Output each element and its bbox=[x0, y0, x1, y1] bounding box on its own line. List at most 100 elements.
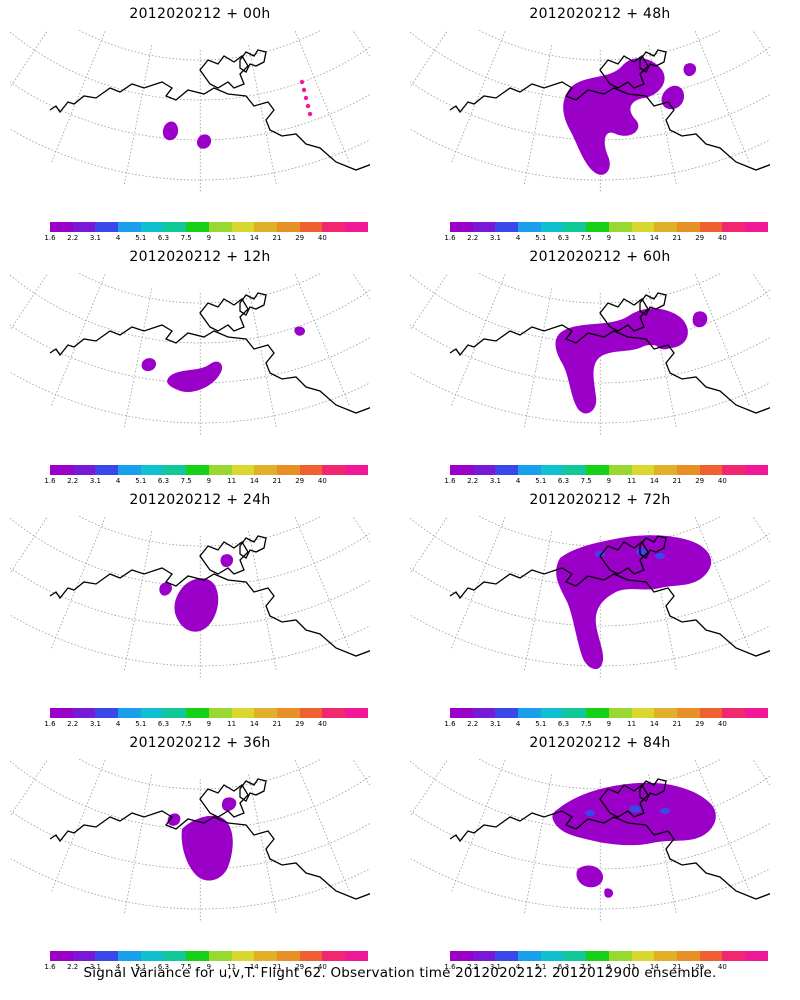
colorbar-tick-label: 9 bbox=[206, 720, 212, 728]
latitude-line bbox=[410, 567, 770, 627]
colorbar-swatch bbox=[163, 708, 187, 718]
colorbar-swatch bbox=[699, 708, 723, 718]
variance-region bbox=[159, 582, 172, 596]
colorbar-swatch bbox=[344, 222, 368, 232]
colorbar-swatch bbox=[744, 465, 768, 475]
polar-map bbox=[410, 30, 770, 193]
polar-map bbox=[10, 30, 370, 193]
colorbar-tick-label: 4 bbox=[115, 477, 121, 485]
latitude-line bbox=[10, 274, 370, 344]
colorbar-tick-label: 11 bbox=[227, 963, 237, 971]
colorbar-tick-label: 2.2 bbox=[67, 963, 79, 971]
meridian-line bbox=[410, 273, 424, 322]
colorbar-tick-label: 6.3 bbox=[157, 477, 170, 485]
colorbar-swatch bbox=[299, 708, 323, 718]
variance-region bbox=[220, 554, 234, 568]
latitude-line bbox=[10, 810, 370, 870]
colorbar-swatch bbox=[231, 951, 255, 961]
meridian-line bbox=[694, 274, 750, 406]
colorbar-tick-label: 3.1 bbox=[89, 963, 101, 971]
colorbar-tick-label: 14 bbox=[249, 963, 259, 971]
variance-peak bbox=[303, 95, 309, 101]
colorbar-swatch bbox=[322, 222, 345, 232]
colorbar-tick-label: 11 bbox=[627, 963, 637, 971]
variance-peak bbox=[629, 805, 641, 813]
colorbar-swatch bbox=[299, 465, 323, 475]
colorbar-tick-label: 40 bbox=[317, 234, 327, 242]
meridian-line bbox=[648, 45, 677, 185]
colorbar-swatch bbox=[163, 465, 187, 475]
colorbar-swatch bbox=[654, 708, 677, 718]
variance-region bbox=[196, 134, 212, 149]
meridian-line bbox=[10, 516, 24, 565]
meridian-line bbox=[248, 45, 277, 185]
colorbar-swatch bbox=[563, 708, 587, 718]
colorbar-tick-label: 29 bbox=[295, 720, 305, 728]
meridian-line bbox=[248, 774, 277, 914]
meridian-line bbox=[410, 759, 449, 818]
colorbar-tick-label: 14 bbox=[249, 720, 259, 728]
meridian-line bbox=[752, 273, 770, 300]
colorbar-swatch bbox=[95, 465, 119, 475]
latitude-line bbox=[477, 273, 723, 304]
colorbar-tick-label: 40 bbox=[717, 477, 727, 485]
colorbar-tick-label: 1.6 bbox=[444, 477, 456, 485]
colorbar-tick-label: 6.3 bbox=[157, 963, 170, 971]
colorbar-swatch bbox=[518, 708, 541, 718]
forecast-panel: 2012020212 + 24h 1.6 2.2 3.1 4 5.1 6.3 7.5 9 11 14… bbox=[10, 486, 390, 729]
colorbar-swatch bbox=[50, 465, 73, 475]
colorbar-swatch bbox=[344, 951, 368, 961]
variance-peak bbox=[299, 79, 305, 85]
colorbar-swatch bbox=[540, 222, 564, 232]
colorbar bbox=[450, 222, 768, 232]
colorbar-tick-label: 7.5 bbox=[580, 963, 592, 971]
colorbar-swatch bbox=[563, 951, 587, 961]
colorbar-tick-label: 14 bbox=[249, 234, 259, 242]
latitude-line bbox=[410, 760, 770, 830]
polar-map bbox=[10, 516, 370, 679]
colorbar-tick-label: 29 bbox=[295, 234, 305, 242]
colorbar-swatch bbox=[608, 708, 632, 718]
colorbar-swatch bbox=[722, 222, 745, 232]
meridian-line bbox=[352, 759, 370, 786]
colorbar-swatch bbox=[608, 951, 632, 961]
variance-region bbox=[555, 308, 688, 414]
colorbar-tick-label: 29 bbox=[295, 963, 305, 971]
colorbar-swatch bbox=[540, 465, 564, 475]
colorbar-tick-label: 2.2 bbox=[467, 234, 479, 242]
colorbar-tick-label: 40 bbox=[317, 963, 327, 971]
colorbar-tick-label: 1.6 bbox=[444, 234, 456, 242]
meridian-line bbox=[410, 516, 424, 565]
meridian-line bbox=[50, 274, 106, 406]
colorbar-swatch bbox=[118, 222, 141, 232]
variance-region bbox=[604, 888, 614, 898]
colorbar-swatch bbox=[254, 708, 277, 718]
meridian-line bbox=[50, 31, 106, 163]
colorbar-tick-label: 3.1 bbox=[89, 720, 101, 728]
colorbar-tick-label: 7.5 bbox=[580, 477, 592, 485]
meridian-line bbox=[10, 759, 24, 808]
latitude-line bbox=[477, 759, 723, 790]
meridian-line bbox=[10, 30, 49, 89]
colorbar-tick-label: 21 bbox=[272, 234, 282, 242]
meridian-line bbox=[352, 30, 370, 57]
colorbar-tick-label: 14 bbox=[649, 477, 659, 485]
colorbar-tick-label: 5.1 bbox=[135, 963, 147, 971]
colorbar-swatch bbox=[118, 951, 141, 961]
colorbar-labels: 1.6 2.2 3.1 4 5.1 6.3 7.5 9 11 14 21 29 40 bbox=[444, 720, 750, 730]
variance-region bbox=[683, 63, 697, 77]
colorbar-swatch bbox=[654, 222, 677, 232]
colorbar-swatch bbox=[276, 222, 300, 232]
colorbar-swatch bbox=[299, 222, 323, 232]
colorbar-swatch bbox=[631, 951, 655, 961]
colorbar-swatch bbox=[744, 222, 768, 232]
colorbar-swatch bbox=[72, 708, 96, 718]
colorbar-swatch bbox=[72, 222, 96, 232]
colorbar-tick-label: 29 bbox=[695, 963, 705, 971]
variance-region bbox=[181, 815, 233, 881]
colorbar bbox=[50, 708, 368, 718]
meridian-line bbox=[450, 517, 506, 649]
colorbar-tick-label: 40 bbox=[717, 963, 727, 971]
colorbar-swatch bbox=[95, 708, 119, 718]
meridian-line bbox=[450, 31, 506, 163]
